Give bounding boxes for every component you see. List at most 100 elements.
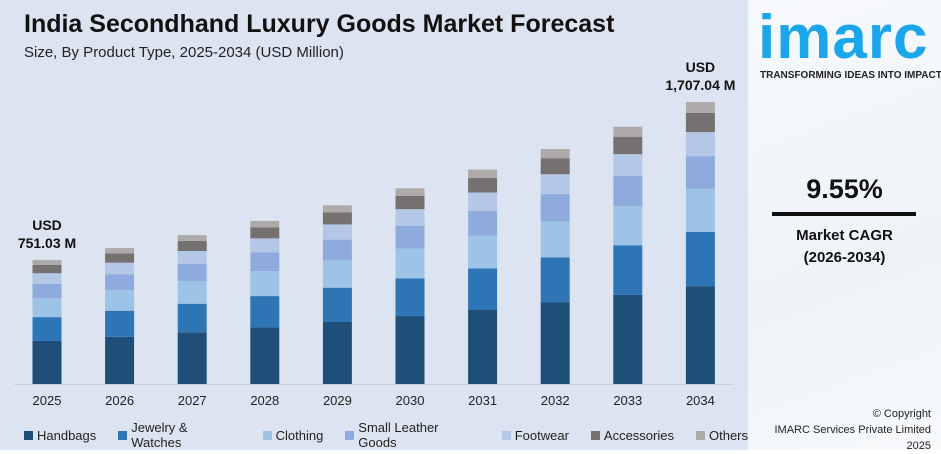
- bar-segment-footwear-2028: [250, 238, 280, 253]
- bar-segment-others-2033: [613, 126, 643, 137]
- cagr-label-block: Market CAGR (2026-2034): [748, 225, 941, 269]
- bar-segment-jewelry-watches-2033: [613, 245, 643, 295]
- legend-label: Others: [708, 427, 748, 443]
- bar-segment-jewelry-watches-2030: [395, 278, 425, 317]
- bar-segment-others-2026: [105, 248, 135, 254]
- chart-panel: 2025 2026 2027 2028 2029 2030 2031 2032 2033 2034…: [0, 0, 748, 450]
- legend-swatch: [695, 430, 705, 440]
- legend-item: Handbags: [24, 420, 96, 450]
- brand-tagline: TRANSFORMING IDEAS INTO IMPACT: [760, 70, 941, 81]
- bar-segment-small-leather-goods-2033: [613, 176, 643, 206]
- bar-segment-accessories-2031: [468, 177, 498, 193]
- bar-segment-jewelry-watches-2034: [685, 232, 715, 287]
- cagr-divider: [772, 212, 916, 216]
- bar-segment-small-leather-goods-2025: [32, 283, 62, 299]
- bar-segment-footwear-2029: [322, 224, 352, 240]
- legend-label: Clothing: [275, 427, 324, 443]
- legend-label: Footwear: [514, 427, 569, 443]
- x-tick-label-2032: 2032: [541, 393, 570, 408]
- legend-label: Handbags: [37, 427, 97, 443]
- copyright-line1: © Copyright: [872, 408, 931, 420]
- bar-segment-accessories-2029: [322, 212, 352, 225]
- bar-segment-footwear-2030: [395, 209, 425, 226]
- bar-segment-clothing-2029: [322, 260, 352, 288]
- bar-segment-small-leather-goods-2034: [685, 156, 715, 189]
- bar-segment-accessories-2030: [395, 195, 425, 210]
- legend-item: Footwear: [501, 420, 569, 450]
- legend-label: Small Leather Goods: [358, 420, 439, 450]
- bar-segment-handbags-2032: [540, 302, 570, 384]
- bar-segment-small-leather-goods-2027: [177, 263, 207, 281]
- bar-segment-handbags-2026: [105, 336, 135, 384]
- bar-segment-clothing-2025: [32, 298, 62, 318]
- bar-segment-accessories-2026: [105, 253, 135, 263]
- bar-segment-others-2030: [395, 188, 425, 196]
- bar-segment-small-leather-goods-2030: [395, 225, 425, 249]
- bar-segment-small-leather-goods-2029: [322, 239, 352, 261]
- bar-segment-accessories-2032: [540, 158, 570, 175]
- bar-segment-footwear-2025: [32, 273, 62, 284]
- bar-segment-small-leather-goods-2031: [468, 210, 498, 236]
- bar-segment-clothing-2026: [105, 289, 135, 311]
- x-tick-label-2026: 2026: [105, 393, 134, 408]
- cagr-value: 9.55%: [806, 174, 883, 204]
- bar-segment-accessories-2027: [177, 240, 207, 252]
- bar-segment-footwear-2034: [685, 132, 715, 157]
- bar-segment-footwear-2032: [540, 174, 570, 195]
- bar-segment-small-leather-goods-2028: [250, 252, 280, 272]
- total-label-2034-line2: 1,707.04 M: [665, 77, 735, 93]
- bar-segment-clothing-2032: [540, 221, 570, 258]
- bar-segment-handbags-2025: [32, 340, 62, 384]
- bar-segment-accessories-2034: [685, 112, 715, 133]
- bar-segment-others-2032: [540, 149, 570, 159]
- bar-segment-footwear-2031: [468, 192, 498, 211]
- bar-segment-handbags-2033: [613, 294, 643, 384]
- bar-segment-handbags-2030: [395, 316, 425, 384]
- total-label-2034-line1: USD: [686, 59, 716, 75]
- bar-segment-others-2028: [250, 220, 280, 228]
- copyright: © Copyright IMARC Services Private Limit…: [748, 406, 932, 454]
- bar-segment-jewelry-watches-2028: [250, 296, 280, 328]
- bar-segment-others-2031: [468, 169, 498, 178]
- bar-segment-accessories-2033: [613, 136, 643, 155]
- x-tick-label-2030: 2030: [396, 393, 425, 408]
- cagr-period: (2026-2034): [803, 249, 886, 266]
- legend-item: Jewelry & Watches: [118, 420, 240, 450]
- bar-segment-jewelry-watches-2025: [32, 317, 62, 341]
- bar-segment-accessories-2028: [250, 227, 280, 239]
- stacked-bar-chart: 2025 2026 2027 2028 2029 2030 2031 2032 2033 2034…: [14, 59, 735, 408]
- x-tick-label-2027: 2027: [178, 393, 207, 408]
- legend-item: Accessories: [590, 420, 674, 450]
- legend-item: Small Leather Goods: [345, 420, 479, 450]
- bar-segment-others-2027: [177, 235, 207, 241]
- bar-segment-accessories-2025: [32, 264, 62, 274]
- x-tick-label-2025: 2025: [33, 393, 62, 408]
- total-label-2025-line1: USD: [32, 217, 62, 233]
- bar-segment-footwear-2033: [613, 154, 643, 177]
- bar-segment-jewelry-watches-2031: [468, 268, 498, 310]
- legend-item: Clothing: [262, 420, 324, 450]
- legend-item: Others: [695, 420, 748, 450]
- chart-subtitle: Size, By Product Type, 2025-2034 (USD Mi…: [24, 44, 344, 61]
- bar-segment-small-leather-goods-2032: [540, 194, 570, 222]
- bar-segment-footwear-2027: [177, 251, 207, 264]
- legend-label: Jewelry & Watches: [131, 420, 188, 450]
- cagr-label: Market CAGR: [796, 227, 893, 244]
- x-tick-label-2033: 2033: [613, 393, 642, 408]
- chart-title: India Secondhand Luxury Goods Market For…: [24, 10, 615, 38]
- bar-segment-jewelry-watches-2026: [105, 310, 135, 337]
- legend-swatch: [118, 430, 128, 440]
- x-tick-label-2031: 2031: [468, 393, 497, 408]
- bar-segment-jewelry-watches-2027: [177, 303, 207, 333]
- legend-swatch: [262, 430, 272, 440]
- bar-segment-jewelry-watches-2032: [540, 257, 570, 303]
- bar-segment-handbags-2029: [322, 321, 352, 384]
- bar-segment-small-leather-goods-2026: [105, 274, 135, 290]
- legend: Handbags Jewelry & Watches Clothing Small L…: [24, 420, 748, 450]
- bar-segment-clothing-2028: [250, 271, 280, 297]
- legend-label: Accessories: [603, 427, 674, 443]
- legend-swatch: [501, 430, 511, 440]
- legend-swatch: [590, 430, 600, 440]
- bar-segment-others-2029: [322, 205, 352, 213]
- bar-segment-handbags-2028: [250, 327, 280, 384]
